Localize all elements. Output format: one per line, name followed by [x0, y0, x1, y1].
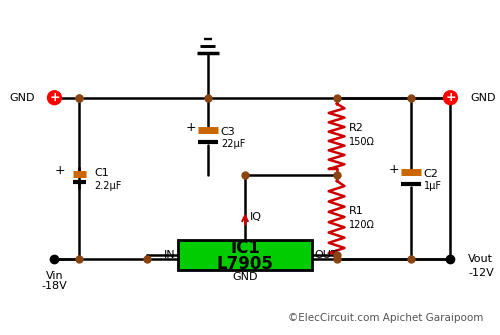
- Text: +: +: [54, 164, 66, 177]
- Circle shape: [444, 91, 458, 105]
- Text: +: +: [388, 163, 399, 176]
- Text: 150Ω: 150Ω: [348, 137, 374, 147]
- Text: IN: IN: [164, 250, 175, 260]
- Text: OUT: OUT: [315, 250, 338, 260]
- Text: 120Ω: 120Ω: [348, 220, 374, 230]
- Text: Vin: Vin: [46, 271, 64, 281]
- Text: C2: C2: [424, 170, 438, 180]
- Text: +: +: [186, 121, 196, 134]
- Circle shape: [48, 91, 62, 105]
- FancyBboxPatch shape: [178, 240, 312, 270]
- Text: R1: R1: [348, 206, 363, 216]
- Text: -18V: -18V: [42, 281, 68, 291]
- Text: IC1: IC1: [230, 239, 260, 257]
- Text: GND: GND: [470, 93, 496, 103]
- Text: R2: R2: [348, 123, 364, 133]
- Text: Vout: Vout: [468, 254, 493, 264]
- Text: +: +: [49, 91, 60, 104]
- Text: GND: GND: [232, 272, 258, 282]
- Text: C1: C1: [94, 169, 109, 179]
- Text: -12V: -12V: [468, 268, 494, 278]
- Text: GND: GND: [9, 93, 34, 103]
- Text: 22μF: 22μF: [221, 139, 245, 149]
- Text: +: +: [445, 91, 456, 104]
- Text: C3: C3: [221, 127, 236, 137]
- Text: IQ: IQ: [250, 211, 262, 221]
- Text: 2.2μF: 2.2μF: [94, 181, 122, 191]
- Text: ©ElecCircuit.com Apichet Garaipoom: ©ElecCircuit.com Apichet Garaipoom: [288, 314, 483, 323]
- Text: 1μF: 1μF: [424, 181, 442, 191]
- Text: L7905: L7905: [216, 255, 274, 273]
